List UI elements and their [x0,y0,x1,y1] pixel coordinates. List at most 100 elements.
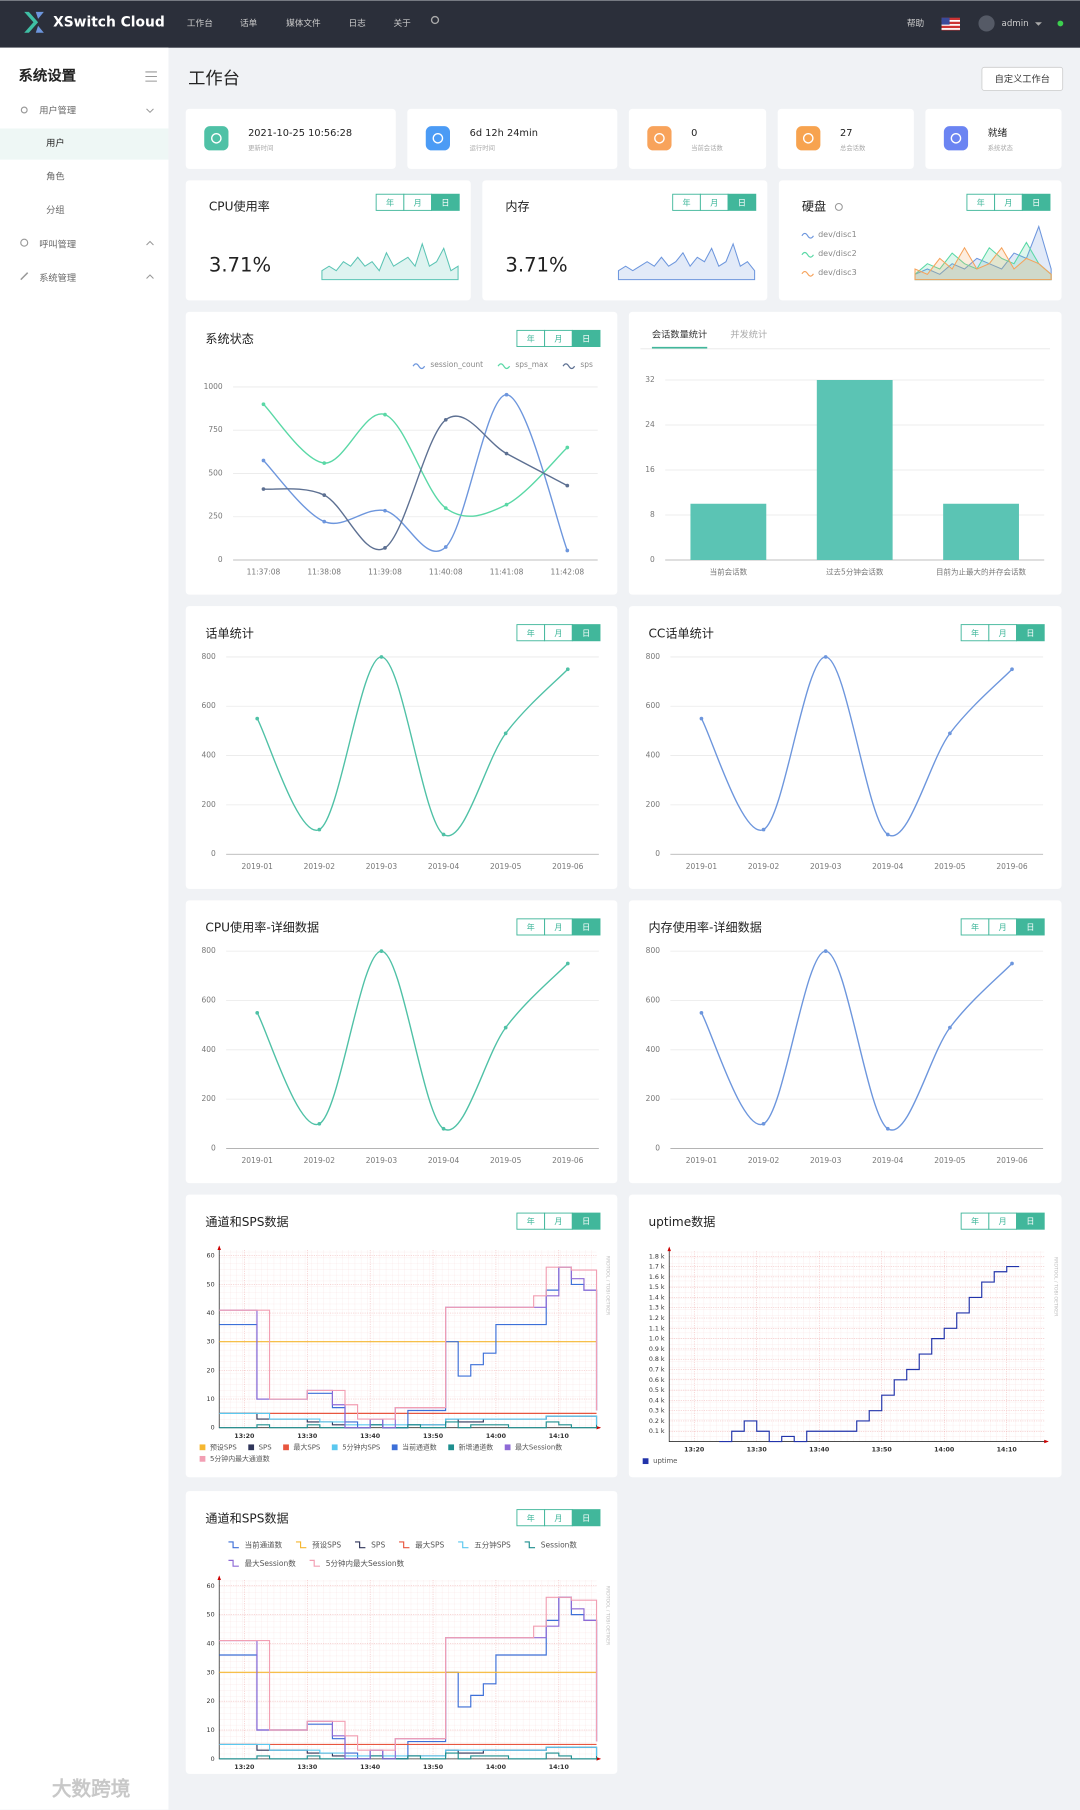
menu-item[interactable]: 分组 [46,204,64,216]
x-tick-label: 2019-04 [428,1156,460,1165]
range-button[interactable] [727,193,757,211]
y-tick-label: 800 [646,946,661,955]
legend-swatch [504,1444,511,1451]
nav-item[interactable]: 关于 [393,17,411,29]
card [185,900,618,1184]
stat-icon [796,126,821,151]
x-tick-label: 14:00 [486,1433,507,1440]
y-tick-label: 1.5 k [649,1284,665,1291]
menu-group[interactable]: 用户管理 [39,105,76,117]
range-button-label: 日 [582,629,590,638]
x-tick-label: 2019-06 [996,1156,1028,1165]
nav-item[interactable]: 话单 [240,17,258,29]
custom-button-label: 自定义工作台 [995,73,1050,85]
range-button-label: 年 [386,197,394,207]
settings-icon[interactable] [430,15,440,25]
range-button-label: 年 [971,628,979,638]
x-tick-label: 11:42:08 [550,568,584,577]
legend-icon [355,1541,366,1549]
card [628,108,767,169]
range-button[interactable] [571,1212,601,1230]
user-caret[interactable] [1035,22,1042,26]
legend-icon [228,1541,239,1549]
menu-group[interactable]: 呼叫管理 [39,239,76,251]
sidebar-title: 系统设置 [18,67,76,85]
avatar[interactable] [978,15,995,32]
range-button[interactable] [1016,1212,1045,1230]
y-tick-label: 400 [646,1045,661,1054]
stat-label: 总会话数 [840,143,866,152]
point [261,458,266,463]
range-button[interactable] [1021,193,1051,211]
legend-icon [309,1559,320,1567]
range-button[interactable] [571,329,601,347]
point [761,827,766,832]
range-button[interactable] [571,1509,601,1527]
range-button-label: 日 [1032,198,1040,207]
x-tick-label: 13:50 [423,1764,444,1771]
chevron[interactable] [146,240,154,246]
range-button[interactable] [431,193,460,211]
menu-icon [20,106,28,114]
x-tick-label: 11:39:08 [368,568,402,577]
x-tick-label: 2019-05 [490,1156,522,1165]
card [628,900,1062,1184]
range-button[interactable] [571,918,601,936]
card [185,311,618,595]
range-button-label: 日 [1026,923,1034,932]
menu-item[interactable]: 用户 [46,137,64,149]
stat-icon [647,126,672,151]
tab[interactable]: 会话数量统计 [652,329,707,341]
range-button[interactable] [1016,918,1045,936]
y-tick-label: 1.1 k [649,1325,665,1332]
point [885,1126,890,1131]
y-tick-label: 1.7 k [649,1264,665,1271]
legend-label: dev/disc1 [818,230,857,239]
range-button[interactable] [571,624,601,642]
custom-button[interactable] [981,66,1064,91]
stat-icon-glyph [654,132,665,144]
collapse-icon[interactable] [145,71,157,82]
y-tick-label: 40 [207,1640,215,1647]
chevron[interactable] [146,274,154,279]
legend-label: 最大SPS [294,1442,321,1451]
legend-label: SPS [371,1540,385,1549]
y-tick-label: 400 [201,751,216,760]
nav-item[interactable]: 工作台 [187,17,213,29]
chevron[interactable] [146,108,154,114]
x-tick-label: 2019-01 [242,1156,274,1165]
nav-item[interactable]: 日志 [348,17,366,29]
point [383,546,387,550]
stat-value: 6d 12h 24min [470,128,538,139]
brand: XSwitch Cloud [53,14,165,30]
x-tick-label: 当前会话数 [710,567,748,577]
step-line [219,1596,598,1751]
point [322,519,327,524]
menu-icon [20,238,29,247]
stat-value: 0 [691,128,697,139]
range-button[interactable] [1016,624,1045,642]
point [255,1010,260,1015]
legend-icon [801,270,814,277]
x-tick-label: 13:50 [423,1433,444,1440]
point [322,461,327,465]
x-tick-label: 14:00 [486,1764,507,1771]
y-tick-label: 60 [207,1253,215,1260]
range-button-label: 月 [414,198,422,207]
y-tick-label: 50 [207,1612,215,1619]
card [628,606,1062,889]
nav-help[interactable]: 帮助 [907,17,925,29]
point [504,392,509,397]
flag-icon[interactable] [941,17,960,31]
legend-label: uptime [653,1457,677,1465]
tab[interactable]: 并发统计 [730,329,767,341]
menu-group[interactable]: 系统管理 [39,272,76,284]
legend-label: sps [580,360,593,369]
gauge-title: 内存 [505,199,529,213]
nav-user[interactable]: admin [1002,19,1029,29]
nav-item[interactable]: 媒体文件 [286,17,321,29]
menu-item[interactable]: 角色 [46,170,64,182]
x-tick-label: 2019-04 [872,862,904,871]
gauge-title: CPU使用率 [209,198,270,213]
legend-label: 最大Session数 [245,1558,297,1568]
